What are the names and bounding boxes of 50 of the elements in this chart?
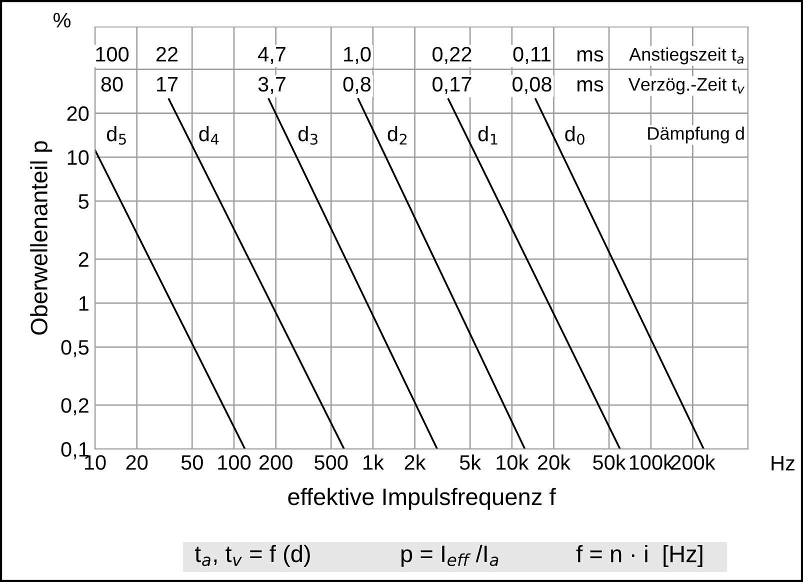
annotation: 3,7 xyxy=(258,76,286,94)
series-label: d$_{4}$ xyxy=(199,126,219,145)
x-tick-label: 1k xyxy=(364,454,384,470)
series-label: d$_{3}$ xyxy=(298,126,318,145)
x-tick-label: 50k xyxy=(593,454,626,470)
text: p = I$_{eff}$ /I$_{a}$ xyxy=(401,544,498,567)
annotation: 4,7 xyxy=(258,47,286,64)
x-tick-label: 100 xyxy=(218,455,251,470)
series-label: d$_{2}$ xyxy=(388,126,407,145)
annotation: ms xyxy=(578,80,604,92)
x-tick-label: 50 xyxy=(181,455,203,470)
x-axis-title: effektive Impulsfrequenz f xyxy=(288,488,556,510)
text: % xyxy=(53,12,71,28)
x-tick-label: 500 xyxy=(314,455,348,470)
text: f = n · i [Hz] xyxy=(576,544,702,568)
series-label: d$_{1}$ xyxy=(478,126,498,145)
annotation: 80 xyxy=(101,76,123,92)
annotation: 1,0 xyxy=(344,46,371,64)
x-tick-label: 20 xyxy=(126,455,148,470)
y-tick-label: 20 xyxy=(67,106,89,121)
x-tick-label: 100k xyxy=(630,454,674,470)
y-tick-label: 0,2 xyxy=(61,398,88,416)
y-tick-label: 2 xyxy=(78,252,88,267)
x-tick-label: 5k xyxy=(460,454,482,470)
series-label: d$_{0}$ xyxy=(565,126,584,145)
annotation: Verzög.-Zeit t$_{v}$ xyxy=(628,78,745,94)
annotation: 100 xyxy=(96,46,129,62)
annotation: 17 xyxy=(157,77,178,92)
annotation: 22 xyxy=(156,46,178,62)
text: t$_{a}$, t$_{v}$ = f (d) xyxy=(194,544,310,567)
y-tick-label: 10 xyxy=(68,150,89,165)
text: Hz xyxy=(772,456,794,470)
annotation: ms xyxy=(578,50,604,62)
x-tick-label: 2k xyxy=(404,454,426,470)
annotation: Anstiegszeit t$_{a}$ xyxy=(629,48,744,64)
x-tick-label: 20k xyxy=(538,454,571,470)
y-tick-label: 0,5 xyxy=(61,340,89,358)
annotation: 0,11 xyxy=(513,46,550,64)
x-tick-label: 200k xyxy=(671,454,716,470)
series-label: d$_{5}$ xyxy=(106,126,126,145)
y-tick-label: 1 xyxy=(79,296,88,311)
annotation: 0,22 xyxy=(432,46,472,64)
annotation: 0,17 xyxy=(432,76,472,94)
y-tick-label: 5 xyxy=(78,194,89,209)
x-tick-label: 10k xyxy=(496,454,529,470)
y-axis-title: Oberwellenanteil p xyxy=(30,141,52,335)
annotation: 0,08 xyxy=(512,76,552,94)
x-tick-label: 200 xyxy=(259,455,292,470)
annotation: 0,8 xyxy=(343,76,371,94)
annotation: Dämpfung d xyxy=(648,126,744,144)
